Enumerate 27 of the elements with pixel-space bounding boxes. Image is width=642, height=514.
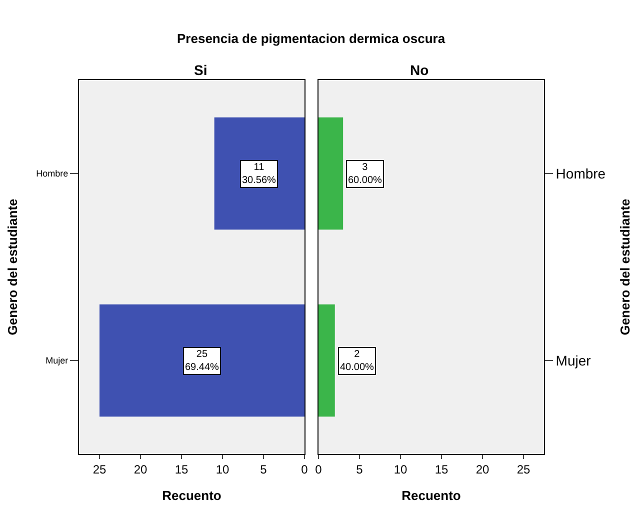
x-tick-label: 20 [476, 462, 490, 476]
x-tick-label: 0 [315, 462, 322, 476]
data-label: 2 40.00% [340, 349, 374, 373]
y-axis-title: Genero del estudiante [5, 198, 20, 336]
y-tick-label: Hombre [556, 165, 606, 182]
x-tick-label: 20 [134, 462, 148, 476]
y-tick-label: Mujer [46, 356, 68, 366]
y-axis-title: Genero del estudiante [617, 198, 632, 336]
data-label: 3 60.00% [348, 162, 382, 186]
x-tick-label: 5 [356, 462, 364, 476]
chart-title: Presencia de pigmentacion dermica oscura [177, 31, 446, 46]
data-label: 11 30.56% [242, 162, 276, 186]
y-tick-label: Hombre [36, 168, 68, 179]
x-tick-label: 15 [434, 462, 448, 476]
x-tick-label: 25 [516, 462, 530, 476]
x-axis-title: Recuento [402, 488, 461, 503]
x-tick-label: 15 [174, 462, 189, 476]
chart-subtitle: No [410, 62, 429, 78]
x-tick-label: 5 [260, 462, 268, 476]
x-tick-label: 10 [216, 462, 230, 476]
x-tick-label: 10 [394, 462, 408, 476]
x-axis-title: Recuento [162, 488, 222, 503]
x-tick-label: 0 [301, 462, 308, 476]
x-tick-label: 25 [92, 462, 106, 476]
y-tick-label: Mujer [556, 352, 592, 368]
chart-subtitle: Si [194, 62, 208, 78]
data-label: 25 69.44% [185, 349, 220, 373]
